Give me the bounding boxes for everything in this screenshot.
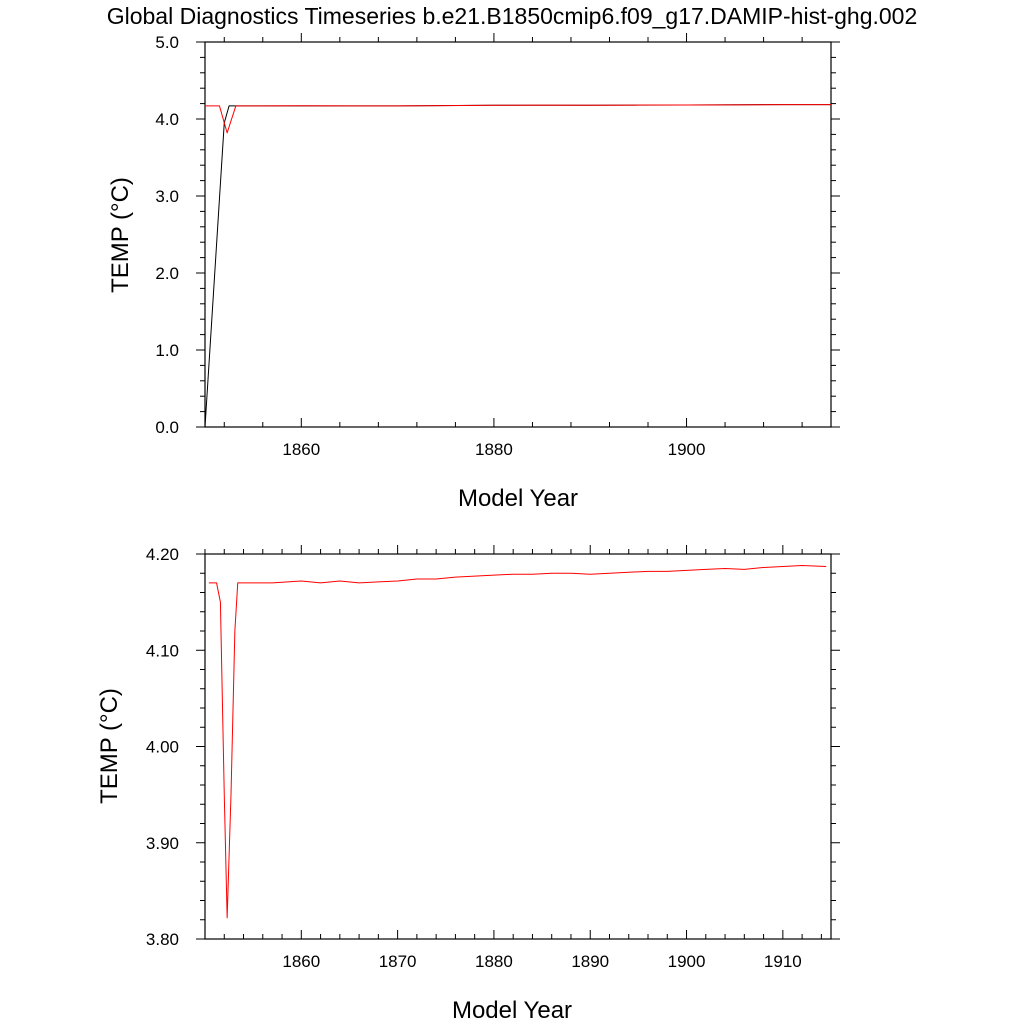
x-tick-label: 1900 xyxy=(668,952,706,971)
bottom-panel: 1860 1870 1880 1890 1900 1910 3.80 3.90 4.00 4.10… xyxy=(96,545,840,1024)
top-x-axis-label: Model Year xyxy=(458,485,578,512)
series-line-0 xyxy=(204,104,831,428)
series-line-1 xyxy=(205,104,831,134)
y-tick-label: 3.80 xyxy=(146,930,179,949)
top-tick-labels: 1860 1880 1900 0.0 1.0 2.0 3.0 4.0 5.0 xyxy=(155,33,705,459)
x-tick-label: 1870 xyxy=(379,952,417,971)
bottom-plot-frame xyxy=(204,553,832,940)
y-tick-label: 4.0 xyxy=(155,110,179,129)
bottom-x-axis-label: Model Year xyxy=(452,997,572,1024)
x-tick-label: 1860 xyxy=(282,952,320,971)
y-tick-label: 1.0 xyxy=(155,341,179,360)
y-tick-label: 5.0 xyxy=(155,33,179,52)
x-tick-label: 1910 xyxy=(764,952,802,971)
bottom-y-axis-label: TEMP (°C) xyxy=(96,688,123,804)
x-tick-label: 1860 xyxy=(282,440,320,459)
top-y-axis-label: TEMP (°C) xyxy=(107,177,134,293)
bottom-ticks xyxy=(196,545,840,940)
x-tick-label: 1890 xyxy=(571,952,609,971)
x-tick-label: 1880 xyxy=(475,440,513,459)
y-tick-label: 4.20 xyxy=(146,545,179,564)
bottom-tick-labels: 1860 1870 1880 1890 1900 1910 3.80 3.90 4.00 4.10… xyxy=(146,545,802,971)
series-line-0 xyxy=(208,565,827,919)
x-tick-label: 1900 xyxy=(668,440,706,459)
y-tick-label: 4.10 xyxy=(146,641,179,660)
x-tick-label: 1880 xyxy=(475,952,513,971)
y-tick-label: 4.00 xyxy=(146,738,179,757)
figure-title: Global Diagnostics Timeseries b.e21.B185… xyxy=(107,3,918,29)
top-ticks xyxy=(196,33,840,428)
y-tick-label: 2.0 xyxy=(155,264,179,283)
bottom-series-lines xyxy=(208,565,827,919)
y-tick-label: 0.0 xyxy=(155,418,179,437)
top-series-lines xyxy=(204,104,831,428)
y-tick-label: 3.0 xyxy=(155,187,179,206)
y-tick-label: 3.90 xyxy=(146,834,179,853)
top-panel: 1860 1880 1900 0.0 1.0 2.0 3.0 4.0 5.0 Model Yea… xyxy=(107,33,840,512)
top-plot-frame xyxy=(204,41,832,428)
